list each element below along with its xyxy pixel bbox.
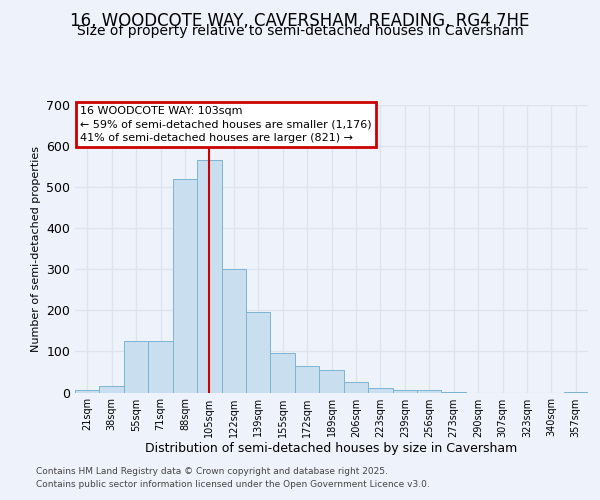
Text: 16, WOODCOTE WAY, CAVERSHAM, READING, RG4 7HE: 16, WOODCOTE WAY, CAVERSHAM, READING, RG… bbox=[70, 12, 530, 30]
Bar bbox=[368, 388, 392, 392]
Bar bbox=[417, 390, 442, 392]
Bar bbox=[75, 390, 100, 392]
Bar bbox=[148, 341, 173, 392]
Text: 16 WOODCOTE WAY: 103sqm
← 59% of semi-detached houses are smaller (1,176)
41% of: 16 WOODCOTE WAY: 103sqm ← 59% of semi-de… bbox=[80, 106, 372, 143]
Bar bbox=[344, 382, 368, 392]
Text: Contains HM Land Registry data © Crown copyright and database right 2025.: Contains HM Land Registry data © Crown c… bbox=[36, 467, 388, 476]
Bar bbox=[319, 370, 344, 392]
Y-axis label: Number of semi-detached properties: Number of semi-detached properties bbox=[31, 146, 41, 352]
Bar bbox=[295, 366, 319, 392]
Bar bbox=[100, 386, 124, 392]
Bar bbox=[173, 179, 197, 392]
Bar bbox=[392, 390, 417, 392]
Bar bbox=[221, 270, 246, 392]
Text: Size of property relative to semi-detached houses in Caversham: Size of property relative to semi-detach… bbox=[77, 24, 523, 38]
Bar bbox=[271, 354, 295, 393]
Bar bbox=[246, 312, 271, 392]
Text: Contains public sector information licensed under the Open Government Licence v3: Contains public sector information licen… bbox=[36, 480, 430, 489]
X-axis label: Distribution of semi-detached houses by size in Caversham: Distribution of semi-detached houses by … bbox=[145, 442, 518, 456]
Bar bbox=[197, 160, 221, 392]
Bar bbox=[124, 341, 148, 392]
